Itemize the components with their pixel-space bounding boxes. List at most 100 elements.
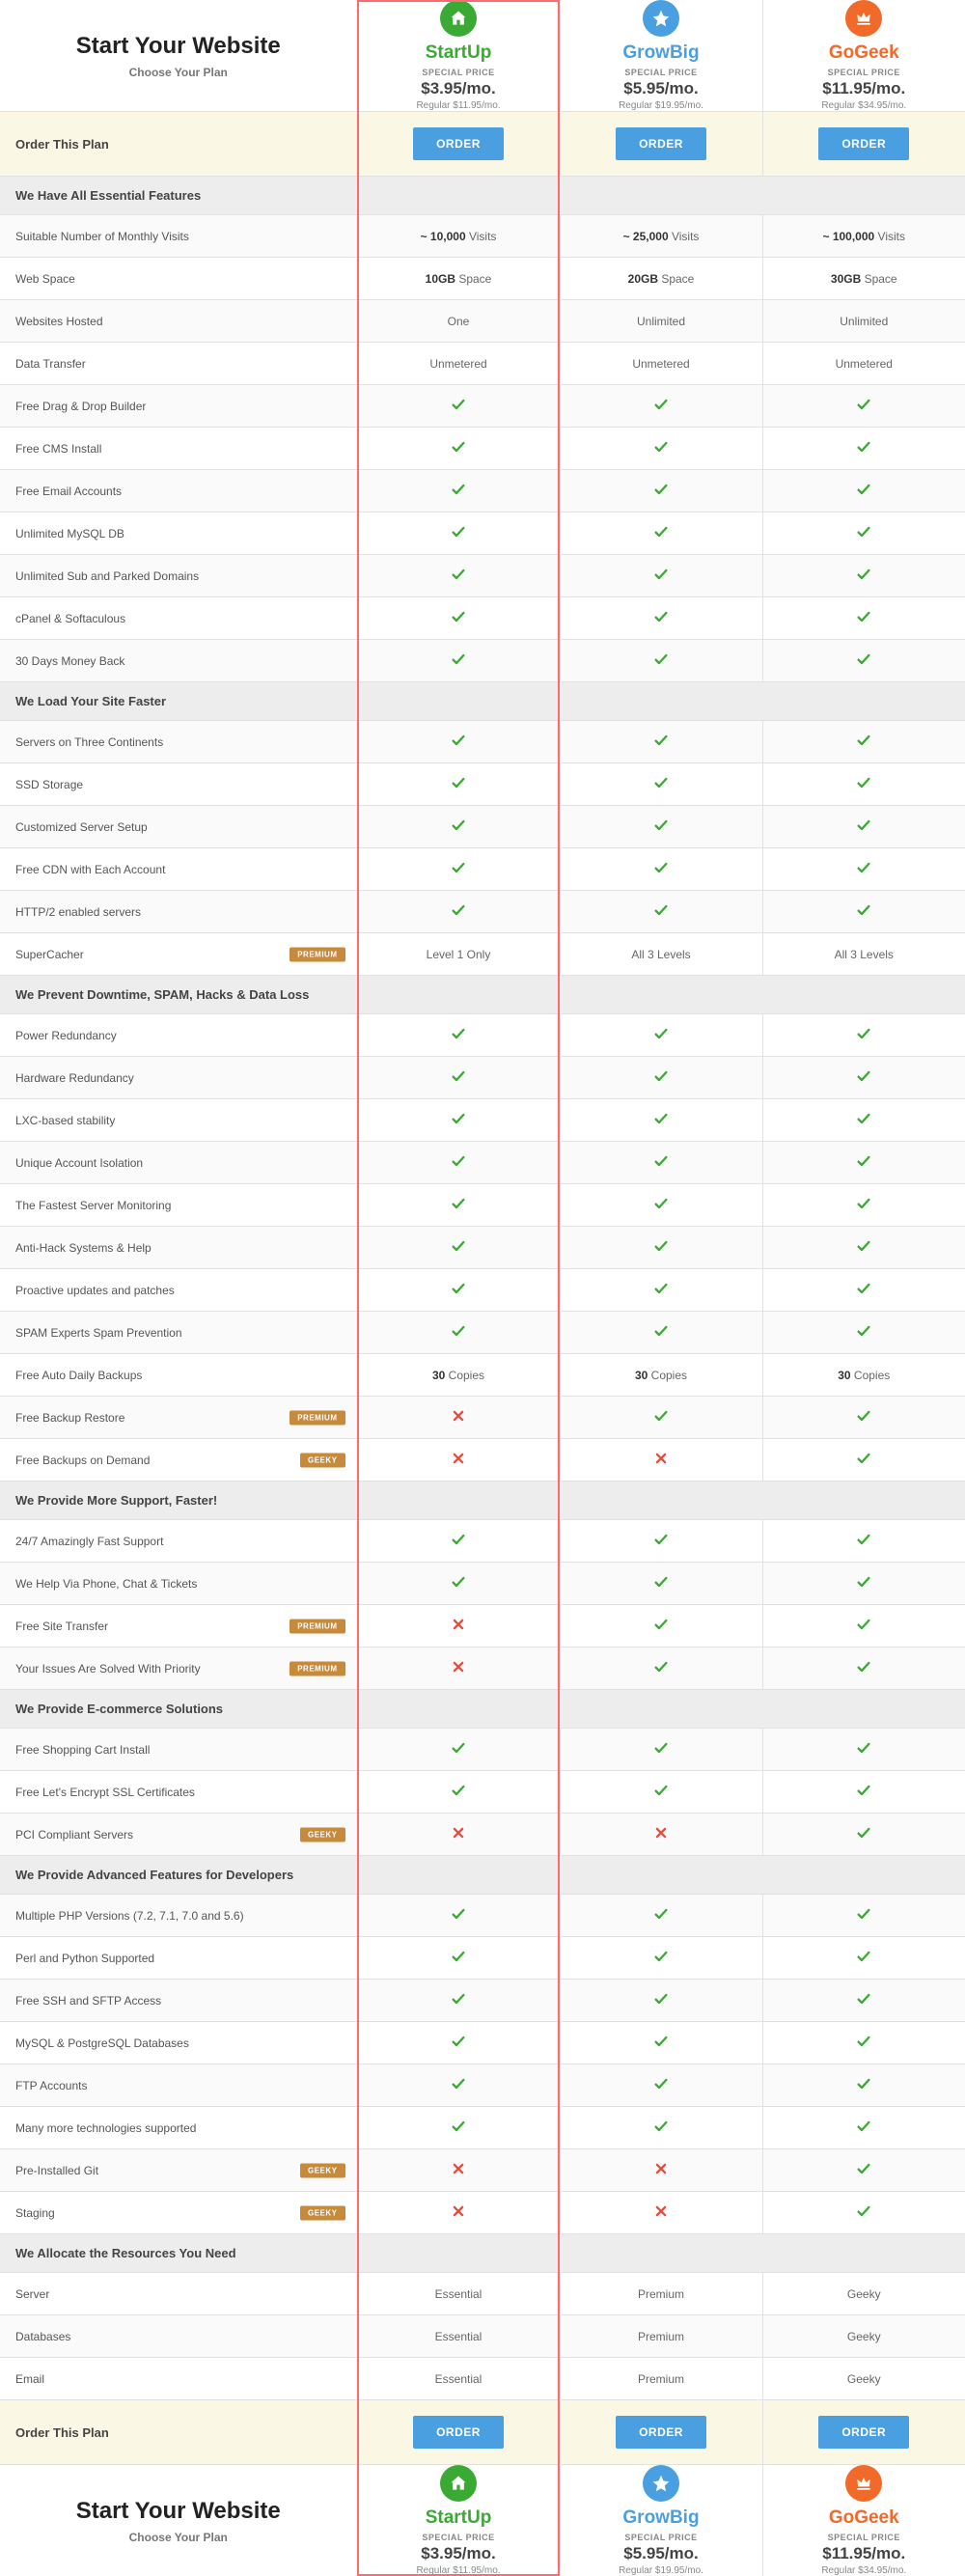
cross-icon [452,2163,465,2179]
check-icon [856,1411,871,1427]
feature-value [357,555,560,597]
check-icon [653,2036,669,2053]
value-text: Unmetered [429,357,486,371]
feature-label: Suitable Number of Monthly Visits [0,215,357,258]
feature-label: Free Shopping Cart Install [0,1729,357,1771]
feature-label-text: Databases [15,2330,70,2343]
feature-value [357,1014,560,1057]
feature-label-text: Free Auto Daily Backups [15,1369,142,1382]
feature-value [357,2064,560,2107]
feature-label-text: Many more technologies supported [15,2121,196,2135]
feature-value [357,1099,560,1142]
order-button-gogeek[interactable]: ORDER [818,2416,909,2449]
check-icon [451,1029,466,1045]
feature-value [560,512,762,555]
feature-value [762,891,965,933]
house-icon [440,2465,477,2502]
check-icon [856,1828,871,1844]
cross-icon [654,1827,668,1843]
feature-label: Unlimited MySQL DB [0,512,357,555]
check-icon [653,1284,669,1300]
feature-label: SSD Storage [0,763,357,806]
order-button-growbig[interactable]: ORDER [616,127,706,160]
value-text: ~ 25,000 Visits [623,230,700,243]
feature-value [560,721,762,763]
feature-label: Unique Account Isolation [0,1142,357,1184]
check-icon [451,1156,466,1173]
check-icon [856,612,871,628]
check-icon [856,1284,871,1300]
check-icon [653,1241,669,1258]
order-button-growbig[interactable]: ORDER [616,2416,706,2449]
value-text: Geeky [847,2330,881,2343]
feature-value [357,428,560,470]
geeky-badge: GEEKY [300,2205,345,2220]
feature-label-text: Customized Server Setup [15,820,148,834]
feature-label: Anti-Hack Systems & Help [0,1227,357,1269]
check-icon [856,1241,871,1258]
order-button-startup[interactable]: ORDER [413,127,504,160]
check-icon [451,1952,466,1968]
check-icon [653,442,669,458]
feature-label-text: Email [15,2372,44,2386]
section-title: We Provide Advanced Features for Develop… [0,1856,357,1895]
feature-value: Level 1 Only [357,933,560,976]
feature-value: 30GB Space [762,258,965,300]
feature-label-text: Free CDN with Each Account [15,863,165,876]
feature-value [560,2107,762,2149]
check-icon [653,905,669,922]
check-icon [653,863,669,879]
check-icon [856,863,871,879]
check-icon [856,1994,871,2010]
check-icon [653,1156,669,1173]
order-button-gogeek[interactable]: ORDER [818,127,909,160]
feature-value [762,385,965,428]
feature-value [762,1184,965,1227]
plan-special-label: SPECIAL PRICE [358,68,560,77]
feature-label-text: Server [15,2287,49,2301]
feature-label: Free SSH and SFTP Access [0,1980,357,2022]
feature-label-text: The Fastest Server Monitoring [15,1199,171,1212]
feature-label: SPAM Experts Spam Prevention [0,1312,357,1354]
section-title: We Provide E-commerce Solutions [0,1690,357,1729]
feature-value [357,891,560,933]
plan-header-startup: StartUpSPECIAL PRICE$3.95/mo.Regular $11… [357,0,560,112]
feature-label-text: 30 Days Money Back [15,654,124,668]
feature-label-text: Staging [15,2206,55,2220]
section-spacer [357,177,965,215]
check-icon [451,820,466,837]
check-icon [856,2121,871,2138]
feature-label-text: Your Issues Are Solved With Priority [15,1662,201,1676]
feature-label: SuperCacherPREMIUM [0,933,357,976]
plan-header-gogeek: GoGeekSPECIAL PRICE$11.95/mo.Regular $34… [762,2465,965,2576]
feature-label: FTP Accounts [0,2064,357,2107]
feature-label: Web Space [0,258,357,300]
feature-value [357,1648,560,1690]
feature-value [762,1980,965,2022]
feature-value: Geeky [762,2273,965,2315]
check-icon [451,2036,466,2053]
check-icon [653,1411,669,1427]
check-icon [856,1535,871,1551]
feature-value [357,385,560,428]
feature-label-text: MySQL & PostgreSQL Databases [15,2036,189,2050]
feature-value: Premium [560,2273,762,2315]
house-icon [440,0,477,37]
feature-label-text: Free Shopping Cart Install [15,1743,150,1757]
feature-value [357,640,560,682]
feature-value [357,2192,560,2234]
premium-badge: PREMIUM [290,1661,345,1676]
feature-label-text: Perl and Python Supported [15,1952,154,1965]
feature-value [560,1142,762,1184]
feature-value [762,1057,965,1099]
check-icon [653,527,669,543]
feature-value [357,806,560,848]
value-text: Premium [638,2287,684,2301]
feature-value [357,1520,560,1563]
feature-label-text: Proactive updates and patches [15,1284,175,1297]
feature-value [762,1269,965,1312]
order-button-startup[interactable]: ORDER [413,2416,504,2449]
plan-name: StartUp [358,42,560,64]
feature-label-text: Free Site Transfer [15,1620,108,1633]
feature-value: All 3 Levels [560,933,762,976]
